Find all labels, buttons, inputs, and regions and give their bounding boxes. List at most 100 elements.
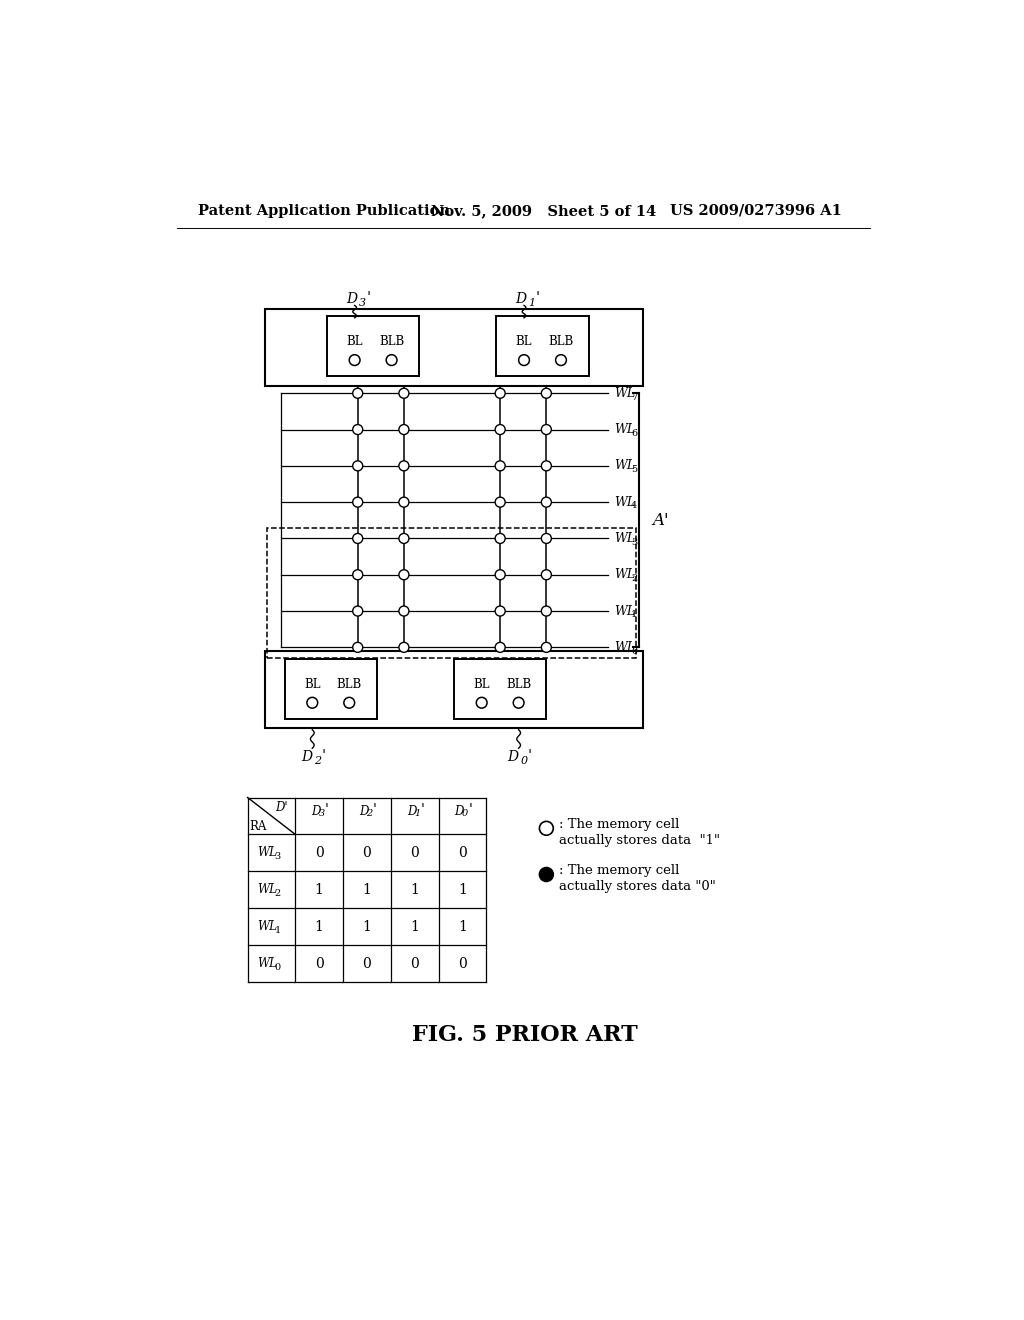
Text: BL: BL xyxy=(473,677,489,690)
Text: 1: 1 xyxy=(458,920,467,933)
Bar xyxy=(267,528,637,659)
Text: 2: 2 xyxy=(631,574,637,583)
Text: WL: WL xyxy=(614,495,635,508)
Text: ': ' xyxy=(528,748,532,763)
Bar xyxy=(327,317,419,376)
Bar xyxy=(497,317,589,376)
Circle shape xyxy=(496,425,505,434)
Text: Patent Application Publication: Patent Application Publication xyxy=(199,203,451,218)
Text: WL: WL xyxy=(614,422,635,436)
Text: D: D xyxy=(455,805,464,818)
Circle shape xyxy=(352,606,362,616)
Text: WL: WL xyxy=(614,640,635,653)
Circle shape xyxy=(352,388,362,399)
Text: Nov. 5, 2009   Sheet 5 of 14: Nov. 5, 2009 Sheet 5 of 14 xyxy=(431,203,656,218)
Text: WL: WL xyxy=(614,568,635,581)
Text: 3: 3 xyxy=(358,298,366,308)
Text: ': ' xyxy=(536,290,540,305)
Circle shape xyxy=(542,643,551,652)
Text: 2: 2 xyxy=(274,890,281,898)
Text: 0: 0 xyxy=(411,846,419,859)
Text: BLB: BLB xyxy=(379,335,404,348)
Text: 2: 2 xyxy=(313,756,321,767)
Text: 0: 0 xyxy=(314,957,324,970)
Text: : The memory cell: : The memory cell xyxy=(559,865,680,878)
Text: 0: 0 xyxy=(274,964,281,972)
Text: actually stores data  "1": actually stores data "1" xyxy=(559,834,721,847)
Text: 1: 1 xyxy=(362,920,372,933)
Text: D': D' xyxy=(275,801,289,814)
Bar xyxy=(454,659,547,719)
Text: WL: WL xyxy=(614,605,635,618)
Circle shape xyxy=(542,388,551,399)
Text: ': ' xyxy=(367,290,371,305)
Text: RA: RA xyxy=(250,820,267,833)
Text: 0: 0 xyxy=(458,957,467,970)
Text: 0: 0 xyxy=(520,756,527,767)
Circle shape xyxy=(542,498,551,507)
Circle shape xyxy=(352,570,362,579)
Circle shape xyxy=(496,643,505,652)
Text: : The memory cell: : The memory cell xyxy=(559,818,680,832)
Circle shape xyxy=(399,606,409,616)
Circle shape xyxy=(496,570,505,579)
Circle shape xyxy=(496,606,505,616)
Text: 1: 1 xyxy=(411,920,419,933)
Text: D: D xyxy=(515,292,526,306)
Text: ': ' xyxy=(322,748,326,763)
Text: WL: WL xyxy=(257,957,276,970)
Text: 0: 0 xyxy=(411,957,419,970)
Circle shape xyxy=(352,425,362,434)
Circle shape xyxy=(399,425,409,434)
Circle shape xyxy=(542,606,551,616)
Text: 1: 1 xyxy=(528,298,535,308)
Circle shape xyxy=(399,388,409,399)
Text: BLB: BLB xyxy=(337,677,361,690)
Text: BLB: BLB xyxy=(506,677,531,690)
Text: WL: WL xyxy=(614,532,635,545)
Circle shape xyxy=(542,570,551,579)
Circle shape xyxy=(542,461,551,471)
Text: D: D xyxy=(311,805,321,818)
Text: BLB: BLB xyxy=(549,335,573,348)
Bar xyxy=(265,651,643,729)
Circle shape xyxy=(399,498,409,507)
Text: WL: WL xyxy=(614,387,635,400)
Text: 1: 1 xyxy=(314,920,324,933)
Circle shape xyxy=(352,533,362,544)
Text: 0: 0 xyxy=(462,809,468,818)
Text: 1: 1 xyxy=(314,883,324,896)
Text: D: D xyxy=(407,805,417,818)
Circle shape xyxy=(399,461,409,471)
Text: 1: 1 xyxy=(458,883,467,896)
Circle shape xyxy=(496,461,505,471)
Bar xyxy=(265,309,643,385)
Text: WL: WL xyxy=(257,846,276,859)
Circle shape xyxy=(542,425,551,434)
Circle shape xyxy=(496,533,505,544)
Circle shape xyxy=(399,533,409,544)
Text: 1: 1 xyxy=(411,883,419,896)
Circle shape xyxy=(399,643,409,652)
Text: 0: 0 xyxy=(314,846,324,859)
Circle shape xyxy=(352,461,362,471)
Text: 0: 0 xyxy=(362,957,372,970)
Text: actually stores data "0": actually stores data "0" xyxy=(559,880,716,894)
Text: 1: 1 xyxy=(631,610,637,619)
Text: D: D xyxy=(301,751,312,764)
Text: 0: 0 xyxy=(631,647,637,656)
Circle shape xyxy=(352,498,362,507)
Text: 5: 5 xyxy=(631,465,637,474)
Text: WL: WL xyxy=(614,459,635,473)
Text: 0: 0 xyxy=(458,846,467,859)
Circle shape xyxy=(540,867,553,882)
Text: 1: 1 xyxy=(274,927,281,935)
Text: D: D xyxy=(346,292,357,306)
Text: 4: 4 xyxy=(631,502,637,511)
Text: 7: 7 xyxy=(631,392,637,401)
Text: 3: 3 xyxy=(274,853,281,861)
Text: ': ' xyxy=(325,804,329,817)
Text: ': ' xyxy=(468,804,472,817)
Text: 1: 1 xyxy=(362,883,372,896)
Circle shape xyxy=(542,533,551,544)
